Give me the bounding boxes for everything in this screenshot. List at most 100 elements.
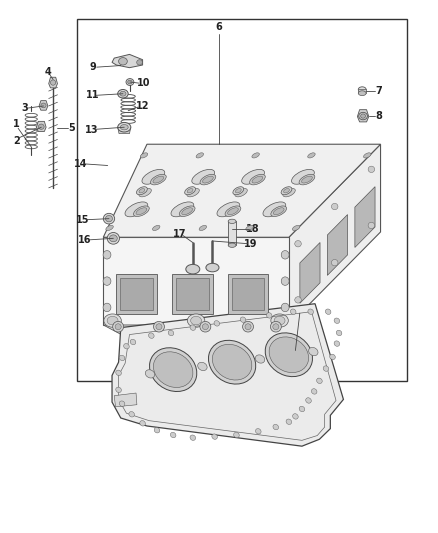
Polygon shape [103,144,381,237]
Text: 9: 9 [90,62,97,72]
Ellipse shape [311,389,317,394]
Bar [120,278,153,310]
Ellipse shape [269,337,309,373]
Text: 10: 10 [137,78,151,88]
Polygon shape [103,325,289,344]
Ellipse shape [104,314,121,327]
Ellipse shape [281,187,292,195]
Polygon shape [103,237,289,325]
Ellipse shape [252,153,259,158]
Ellipse shape [245,324,251,329]
Ellipse shape [255,355,265,363]
Ellipse shape [265,333,312,377]
Ellipse shape [252,176,263,183]
Ellipse shape [283,188,295,197]
Text: 6: 6 [215,22,223,33]
Ellipse shape [299,174,315,185]
Text: 8: 8 [375,111,382,121]
Ellipse shape [240,317,246,322]
Ellipse shape [187,188,199,197]
Text: 4: 4 [45,67,51,77]
Ellipse shape [364,153,371,158]
Ellipse shape [293,414,298,419]
Ellipse shape [273,324,279,329]
Ellipse shape [107,232,120,244]
Ellipse shape [154,427,160,433]
Bar [176,278,208,310]
Ellipse shape [295,240,301,247]
Ellipse shape [119,401,125,406]
Ellipse shape [317,378,322,384]
Polygon shape [357,110,369,122]
Ellipse shape [270,321,281,332]
Ellipse shape [281,251,289,259]
Ellipse shape [334,341,340,346]
Ellipse shape [263,202,286,217]
Bar [77,19,407,381]
Ellipse shape [274,317,285,325]
Ellipse shape [358,91,366,95]
Polygon shape [355,187,375,247]
Ellipse shape [187,189,193,193]
Ellipse shape [217,202,240,217]
Ellipse shape [266,313,272,318]
Ellipse shape [214,321,219,326]
Ellipse shape [233,432,239,438]
Ellipse shape [200,321,211,332]
Ellipse shape [156,324,162,329]
Ellipse shape [295,297,301,303]
Ellipse shape [124,344,129,349]
Ellipse shape [153,352,193,387]
Ellipse shape [116,387,121,392]
Ellipse shape [293,225,300,231]
Ellipse shape [149,348,197,392]
Ellipse shape [202,176,213,183]
Ellipse shape [113,321,124,332]
Ellipse shape [368,166,374,173]
Ellipse shape [301,176,312,183]
Ellipse shape [187,314,205,327]
Ellipse shape [212,344,252,380]
Ellipse shape [235,189,241,193]
Ellipse shape [358,87,366,92]
Ellipse shape [119,58,127,65]
Ellipse shape [148,333,154,338]
Polygon shape [289,144,381,325]
Ellipse shape [115,324,121,329]
Polygon shape [112,54,143,68]
Ellipse shape [103,213,115,224]
Ellipse shape [200,174,216,185]
Text: 3: 3 [21,103,28,113]
Ellipse shape [153,176,164,183]
Ellipse shape [119,355,125,361]
Ellipse shape [359,112,367,120]
Ellipse shape [39,124,44,130]
Ellipse shape [336,330,342,336]
Polygon shape [327,215,347,276]
Ellipse shape [360,114,365,118]
Ellipse shape [182,208,193,215]
Ellipse shape [190,325,196,330]
Ellipse shape [246,225,253,231]
Ellipse shape [332,260,338,266]
Ellipse shape [139,189,145,193]
Ellipse shape [332,204,338,209]
Ellipse shape [107,317,118,325]
Ellipse shape [130,340,136,345]
Ellipse shape [103,251,111,259]
Bar [358,90,366,93]
Ellipse shape [198,362,207,370]
Ellipse shape [309,348,318,356]
Ellipse shape [145,370,155,378]
Ellipse shape [136,208,147,215]
Text: 18: 18 [246,224,260,235]
Ellipse shape [208,340,256,384]
Ellipse shape [308,309,314,314]
Ellipse shape [139,188,152,197]
Ellipse shape [170,432,176,438]
Ellipse shape [120,125,128,130]
Ellipse shape [134,206,149,216]
Text: 14: 14 [74,159,87,169]
Polygon shape [114,393,137,407]
Polygon shape [112,304,343,446]
